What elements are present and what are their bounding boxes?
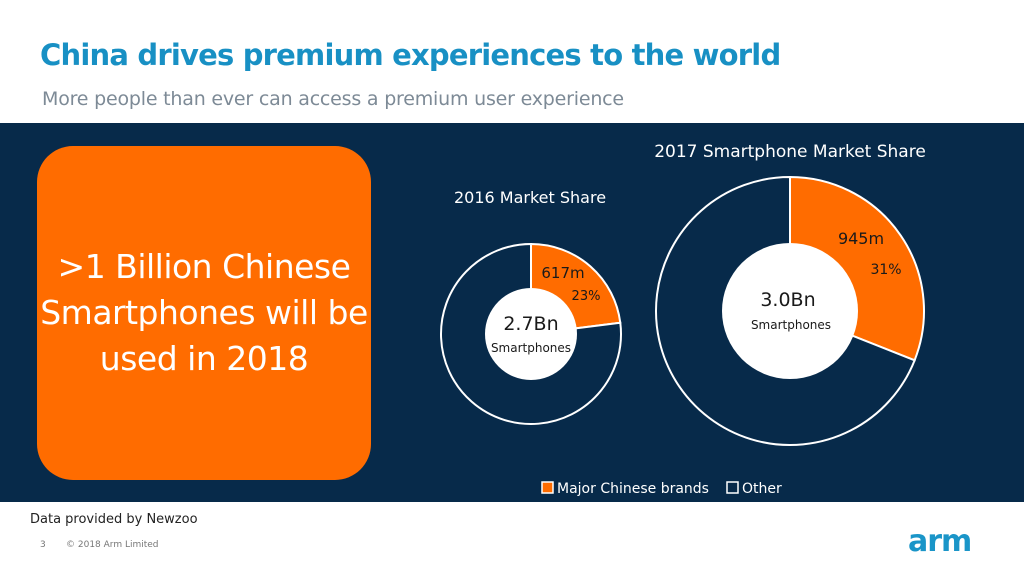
slice-2017-units-label: 945m (838, 229, 884, 248)
slide-subtitle: More people than ever can access a premi… (42, 88, 624, 110)
slice-2016-percent-label: 23% (572, 289, 601, 304)
legend-swatch-chinese (541, 481, 554, 494)
copyright: © 2018 Arm Limited (66, 540, 159, 550)
callout-box: >1 Billion Chinese Smartphones will be u… (37, 146, 371, 480)
chart-2016-title: 2016 Market Share (454, 188, 606, 207)
slice-2016-units-label: 617m (541, 264, 584, 282)
slide-title: China drives premium experiences to the … (40, 38, 781, 72)
center-2017-label: Smartphones (751, 318, 831, 332)
page-number: 3 (40, 540, 46, 550)
center-2016-label: Smartphones (491, 341, 571, 355)
center-2016-value: 2.7Bn (503, 313, 558, 335)
legend-label-chinese: Major Chinese brands (557, 481, 709, 497)
chart-2017-title: 2017 Smartphone Market Share (654, 142, 926, 162)
legend-swatch-other (726, 481, 739, 494)
data-source: Data provided by Newzoo (30, 512, 198, 527)
donut-hole (485, 288, 577, 380)
center-2017-value: 3.0Bn (760, 289, 815, 311)
donut-hole (722, 243, 858, 379)
donut-2017 (655, 175, 925, 446)
legend-label-other: Other (742, 481, 782, 497)
donut-2016 (440, 242, 622, 425)
arm-logo: arm (908, 524, 972, 559)
callout-text: >1 Billion Chinese Smartphones will be u… (40, 247, 368, 378)
slice-2017-percent-label: 31% (870, 262, 901, 278)
